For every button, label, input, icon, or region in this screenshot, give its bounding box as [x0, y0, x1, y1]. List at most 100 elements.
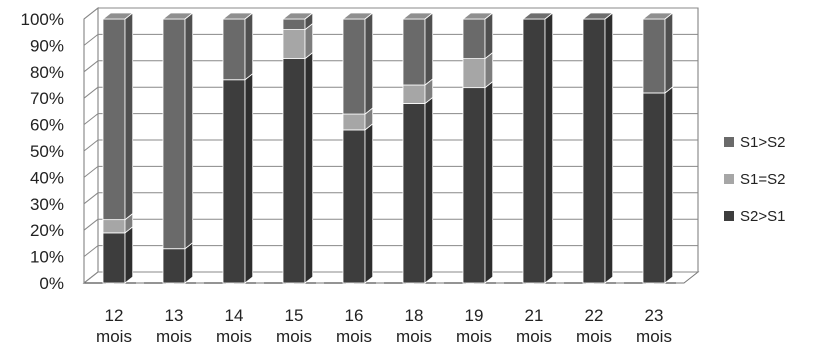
y-tick-label: 50% — [30, 142, 64, 161]
x-tick-label: 23 mois — [636, 306, 672, 346]
bar-top — [401, 12, 434, 20]
bar-segment-s1-s2 — [341, 12, 374, 115]
gridline-side — [83, 86, 99, 99]
bar — [642, 92, 666, 284]
bar-segment-s2-s1 — [641, 86, 674, 284]
y-tick-label: 80% — [30, 63, 64, 82]
x-tick-label: 15 mois — [276, 306, 312, 346]
gridline-side — [83, 7, 99, 20]
bar-segment-s2-s1 — [521, 12, 554, 284]
bar-segment-s2-s1 — [221, 72, 254, 284]
bar-side — [124, 12, 134, 221]
bar-side — [364, 123, 374, 284]
bar-stack — [461, 12, 494, 284]
gridline-side — [83, 245, 99, 257]
bar-stack — [341, 12, 374, 284]
gridline-side — [83, 34, 99, 46]
y-tick-label: 20% — [30, 221, 64, 240]
x-tick-label: 13 mois — [156, 306, 192, 346]
gridline-side — [83, 218, 99, 231]
y-tick-label: 60% — [30, 116, 64, 135]
bar-side — [124, 225, 134, 284]
gridline-side — [83, 192, 99, 205]
bar-side — [364, 12, 374, 115]
bar-segment-s2-s1 — [401, 96, 434, 284]
bar — [102, 219, 126, 234]
bar — [342, 18, 366, 115]
bar-top — [461, 12, 494, 20]
bar — [402, 18, 426, 86]
x-tick-label: 22 mois — [576, 306, 612, 346]
bar — [342, 113, 366, 131]
bar — [462, 18, 486, 59]
bar-stack — [101, 12, 134, 284]
bar-stack — [401, 12, 434, 284]
bar-side — [664, 86, 674, 284]
bar — [462, 58, 486, 89]
y-tick-label: 70% — [30, 89, 64, 108]
gridline-side — [83, 139, 99, 152]
gridline-side — [83, 60, 99, 73]
bar — [102, 232, 126, 284]
bar-side — [184, 241, 194, 284]
bar-side — [664, 12, 674, 94]
bar-top — [101, 12, 134, 20]
bar-side — [244, 72, 254, 284]
bar — [582, 18, 606, 284]
bar-segment-s2-s1 — [581, 12, 614, 284]
y-tick-label: 40% — [30, 168, 64, 187]
bar-segment-s1-s2 — [281, 12, 314, 31]
bar-stack — [581, 12, 614, 284]
bar-side — [424, 96, 434, 284]
bar-segment-s1-s2 — [101, 12, 134, 221]
legend-item: S2>S1 — [724, 208, 785, 225]
bar-segment-s1-s2 — [641, 12, 674, 94]
bar-side — [244, 12, 254, 81]
bar-segment-s1-s2 — [161, 12, 194, 250]
bar-stack — [161, 12, 194, 284]
bar-side — [604, 12, 614, 284]
bar — [282, 29, 306, 59]
bar-stack — [281, 12, 314, 284]
x-tick-label: 18 mois — [396, 306, 432, 346]
bar — [402, 84, 426, 104]
bar — [522, 18, 546, 284]
bar-stack — [521, 12, 554, 284]
y-tick-label: 90% — [30, 36, 64, 55]
legend: S1>S2 S1=S2 S2>S1 — [724, 134, 785, 225]
bar-segment-s2-s1 — [461, 80, 494, 284]
gridline-side — [83, 113, 99, 125]
bar — [162, 248, 186, 284]
bar-side — [184, 12, 194, 250]
gridline-side — [83, 166, 99, 178]
legend-swatch — [724, 211, 734, 221]
bar-segment-s2-s1 — [101, 225, 134, 284]
bar-top — [221, 12, 254, 20]
bar-side — [304, 51, 314, 284]
bar-top — [161, 12, 194, 20]
legend-item: S1=S2 — [724, 171, 785, 188]
y-axis-tick-labels: 0% 10% 20% 30% 40% 50% 60% 70% 80% 90% 100% — [21, 10, 64, 293]
bar — [402, 103, 426, 284]
bar — [222, 18, 246, 81]
bar-segment-s1-s2 — [221, 12, 254, 81]
bar — [642, 18, 666, 94]
bar-segment-s1-s2 — [461, 12, 494, 60]
bar-top — [281, 12, 314, 20]
bar-side — [424, 12, 434, 86]
x-axis-category-labels: 12 mois 13 mois 14 mois 15 mois 16 mois 18 mois 19 mo… — [96, 306, 672, 346]
y-tick-label: 0% — [39, 274, 64, 293]
bar — [282, 58, 306, 284]
bar-top — [581, 12, 614, 20]
y-tick-label: 30% — [30, 195, 64, 214]
legend-swatch — [724, 137, 734, 147]
legend-label: S2>S1 — [740, 208, 785, 225]
gridline-side — [83, 271, 99, 284]
bar — [102, 18, 126, 221]
legend-swatch — [724, 174, 734, 184]
bar — [462, 87, 486, 284]
bar-segment-s2-s1 — [161, 241, 194, 284]
bar-side — [544, 12, 554, 284]
